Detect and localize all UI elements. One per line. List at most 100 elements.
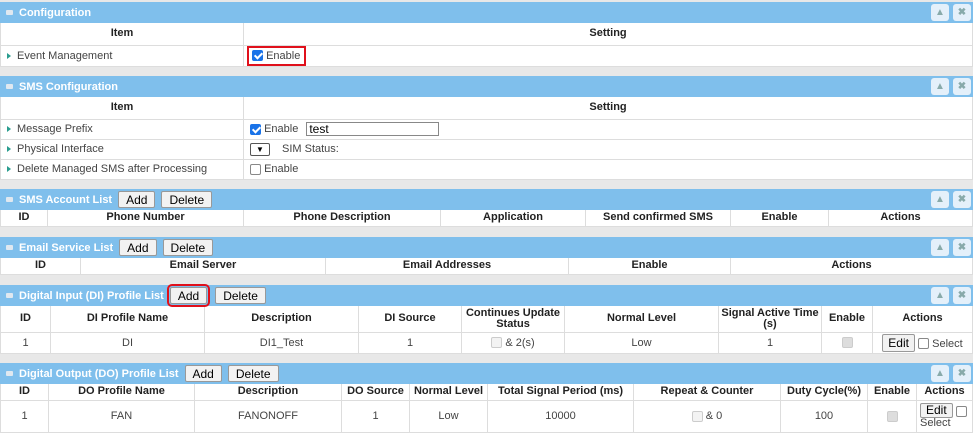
- column-header: Email Addresses: [325, 258, 569, 275]
- message-prefix-label: Message Prefix: [17, 123, 93, 135]
- add-button[interactable]: Add: [184, 365, 222, 382]
- enable-label: Enable: [266, 49, 301, 62]
- sim-status-label: SIM Status:: [282, 142, 339, 155]
- column-header: Email Server: [80, 258, 326, 275]
- di-profile-panel: Digital Input (DI) Profile List Add Delet…: [0, 284, 973, 354]
- column-header: Enable: [568, 258, 731, 275]
- select-label: Select: [932, 337, 963, 350]
- bullet-icon: [7, 126, 11, 132]
- col-item: Item: [0, 97, 244, 120]
- checkbox[interactable]: [252, 50, 263, 62]
- column-header: Enable: [730, 210, 829, 227]
- panel-title: Configuration: [19, 6, 92, 19]
- do-profile-panel: Digital Output (DO) Profile List Add Dele…: [0, 363, 973, 433]
- column-header: Normal Level: [564, 306, 719, 333]
- col-item: Item: [0, 23, 244, 46]
- panel-title: SMS Account List: [19, 193, 113, 206]
- bullet-icon: [7, 146, 11, 152]
- select-checkbox[interactable]: [918, 338, 930, 350]
- physical-interface-label: Physical Interface: [17, 143, 104, 155]
- column-header: Description: [194, 384, 342, 401]
- enable-label: Enable: [264, 122, 299, 135]
- close-button[interactable]: ✖: [953, 239, 971, 256]
- collapse-button[interactable]: ▲: [931, 78, 949, 95]
- signal-time-cell: 1: [718, 331, 822, 354]
- normal-level-cell: Low: [564, 331, 719, 354]
- description-cell: DI1_Test: [204, 331, 359, 354]
- message-prefix-checkbox[interactable]: [250, 123, 261, 135]
- enable-checkbox: [841, 337, 853, 349]
- panel-title: Digital Output (DO) Profile List: [19, 367, 179, 380]
- continues-value: & 2(s): [505, 336, 535, 349]
- collapse-button[interactable]: ▲: [931, 191, 949, 208]
- total-period-cell: 10000: [487, 399, 634, 433]
- email-service-panel: Email Service List Add Delete ▲ ✖ ID Email …: [0, 237, 973, 275]
- column-header: ID: [0, 384, 49, 401]
- close-button[interactable]: ✖: [953, 365, 971, 382]
- add-button[interactable]: Add: [119, 239, 157, 256]
- column-header: Enable: [821, 306, 873, 333]
- column-header: Send confirmed SMS: [585, 210, 731, 227]
- column-header: DI Source: [358, 306, 462, 333]
- delete-managed-checkbox[interactable]: [250, 163, 261, 175]
- continues-checkbox: [491, 337, 503, 349]
- panel-icon: [6, 371, 13, 376]
- collapse-button[interactable]: ▲: [931, 287, 949, 304]
- collapse-button[interactable]: ▲: [931, 4, 949, 21]
- close-button[interactable]: ✖: [953, 287, 971, 304]
- panel-title: Email Service List: [19, 241, 114, 254]
- collapse-button[interactable]: ▲: [931, 365, 949, 382]
- column-header: Actions: [828, 210, 973, 227]
- column-header: DI Profile Name: [50, 306, 205, 333]
- delete-button[interactable]: Delete: [162, 239, 214, 256]
- edit-button[interactable]: Edit: [920, 403, 953, 418]
- column-header: Enable: [867, 384, 917, 401]
- col-setting: Setting: [243, 97, 973, 120]
- column-header: ID: [0, 210, 48, 227]
- id-cell: 1: [0, 399, 49, 433]
- column-header: ID: [0, 258, 81, 275]
- panel-title: SMS Configuration: [19, 80, 118, 93]
- column-header: Duty Cycle(%): [780, 384, 868, 401]
- panel-icon: [6, 10, 13, 15]
- enable-checkbox: [886, 410, 898, 422]
- sms-account-panel: SMS Account List Add Delete ▲ ✖ ID Phone Nu…: [0, 189, 973, 227]
- delete-button[interactable]: Delete: [215, 287, 266, 304]
- column-header: Phone Description: [243, 210, 441, 227]
- bullet-icon: [7, 52, 11, 59]
- panel-icon: [6, 84, 13, 89]
- source-cell: 1: [341, 399, 410, 433]
- name-cell: DI: [50, 331, 205, 354]
- column-header: Repeat & Counter: [633, 384, 781, 401]
- collapse-button[interactable]: ▲: [931, 239, 949, 256]
- close-button[interactable]: ✖: [953, 78, 971, 95]
- source-cell: 1: [358, 331, 462, 354]
- panel-title: Digital Input (DI) Profile List: [19, 289, 164, 302]
- normal-level-cell: Low: [409, 399, 488, 433]
- id-cell: 1: [0, 331, 51, 354]
- physical-interface-select[interactable]: ▼: [250, 142, 270, 156]
- event-management-enable[interactable]: Enable: [246, 45, 307, 66]
- column-header: Actions: [916, 384, 973, 401]
- event-management-label: Event Management: [17, 49, 113, 62]
- column-header: DO Profile Name: [48, 384, 195, 401]
- close-button[interactable]: ✖: [953, 4, 971, 21]
- repeat-checkbox: [691, 410, 703, 422]
- select-checkbox[interactable]: [955, 405, 967, 417]
- column-header: Normal Level: [409, 384, 488, 401]
- column-header: Phone Number: [47, 210, 244, 227]
- delete-button[interactable]: Delete: [227, 365, 279, 382]
- column-header: DO Source: [341, 384, 410, 401]
- panel-icon: [6, 197, 13, 202]
- message-prefix-input[interactable]: test: [306, 122, 440, 136]
- edit-button[interactable]: Edit: [882, 333, 915, 352]
- column-header: Continues Update Status: [461, 306, 565, 333]
- enable-label: Enable: [264, 163, 299, 175]
- add-button[interactable]: Add: [118, 191, 156, 208]
- delete-managed-label: Delete Managed SMS after Processing: [17, 163, 208, 175]
- table-row: 1 FAN FANONOFF 1 Low 10000 & 0 100 Edit …: [0, 399, 973, 433]
- column-header: Description: [204, 306, 359, 333]
- add-button[interactable]: Add: [166, 284, 211, 307]
- close-button[interactable]: ✖: [953, 191, 971, 208]
- delete-button[interactable]: Delete: [161, 191, 213, 208]
